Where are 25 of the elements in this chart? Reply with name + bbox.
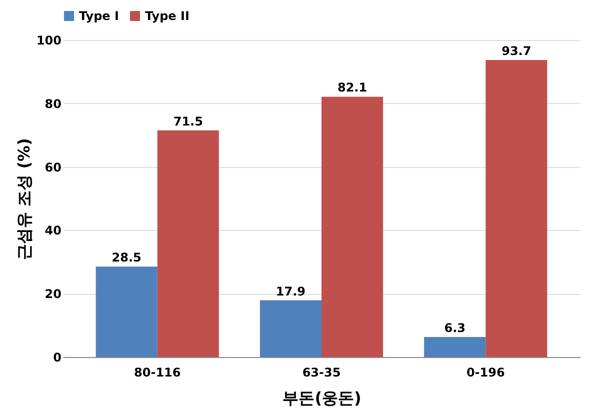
y-tick-label: 40 [44, 224, 62, 238]
bar [424, 337, 486, 357]
data-label: 6.3 [444, 321, 466, 336]
y-tick-label: 60 [44, 160, 62, 174]
x-tick-label: 63-35 [302, 366, 341, 380]
legend-label: Type II [145, 9, 190, 23]
bar [96, 266, 158, 357]
bar [260, 300, 322, 357]
data-label: 82.1 [337, 80, 368, 95]
data-label: 93.7 [502, 44, 532, 58]
bar [157, 130, 219, 357]
y-tick-label: 20 [44, 287, 62, 302]
y-tick-label: 0 [53, 350, 62, 364]
x-tick-label: 80-116 [134, 366, 181, 380]
x-tick-label: 0-196 [466, 366, 505, 380]
bar [322, 96, 384, 357]
y-tick-label: 80 [44, 96, 62, 111]
y-tick-label: 100 [36, 34, 62, 48]
data-label: 17.9 [276, 284, 306, 298]
bar [486, 60, 548, 357]
data-label: 71.5 [173, 114, 203, 128]
legend-label: Type I [79, 9, 119, 23]
data-label: 28.5 [112, 250, 142, 265]
y-axis-title: 근섬유 조성 (%) [14, 138, 34, 260]
x-axis-title: 부돈(웅돈) [282, 388, 362, 408]
